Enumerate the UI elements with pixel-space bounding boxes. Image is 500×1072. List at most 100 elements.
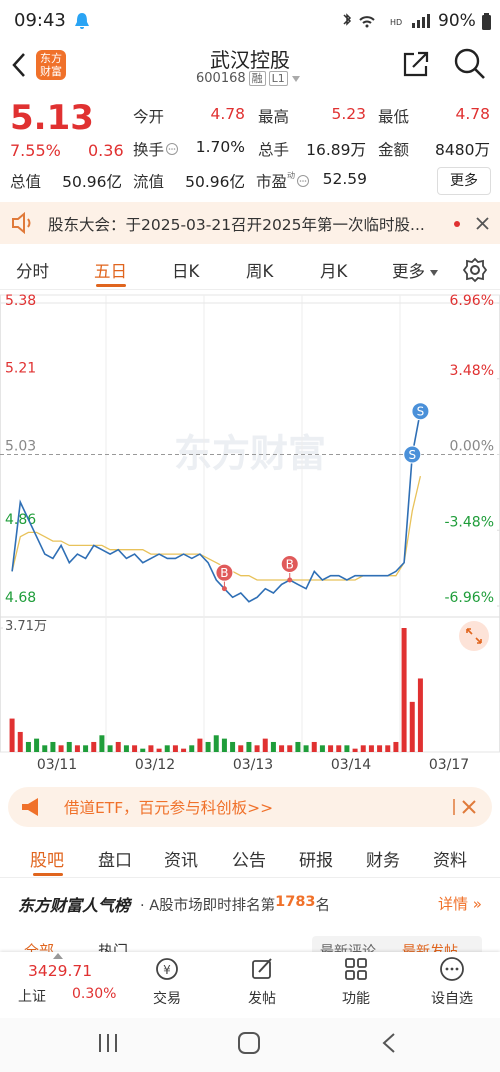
settings-button[interactable] (462, 257, 488, 283)
y2-tick-label: -6.96% (444, 590, 494, 606)
back-button[interactable] (8, 50, 30, 80)
x-tick-label: 03/11 (37, 757, 77, 773)
info-icon[interactable] (296, 174, 310, 188)
marker-label: S (417, 405, 425, 419)
chart-tab[interactable]: 分时 (16, 262, 49, 281)
info-tab[interactable]: 盘口 (98, 851, 132, 871)
volume-bar (83, 745, 89, 752)
volume-bar (164, 745, 170, 752)
volume-bar (328, 745, 334, 752)
system-nav-buttons[interactable] (96, 1031, 406, 1055)
info-tab[interactable]: 财务 (366, 851, 400, 871)
chart-tab[interactable]: 月K (320, 262, 348, 281)
popularity-rank: 1783 (275, 894, 316, 910)
notice-text[interactable]: 股东大会：于2025-03-21召开2025年第一次临时股... (48, 216, 425, 234)
divider (0, 877, 500, 878)
chart-tab[interactable]: 日K (172, 262, 200, 281)
toolbar-icon[interactable] (342, 955, 370, 983)
index-name[interactable]: 上证 (18, 989, 46, 1005)
volume-bar (385, 745, 391, 752)
volume-bar (279, 745, 285, 752)
toolbar-label[interactable]: 功能 (342, 991, 370, 1007)
volume-bar (58, 745, 64, 752)
toolbar-label[interactable]: 交易 (153, 991, 181, 1007)
more-button[interactable]: 更多 (437, 167, 491, 195)
chart-tab[interactable]: 更多 (392, 262, 425, 281)
svg-text:¥: ¥ (163, 963, 171, 977)
stock-name: 武汉控股 (210, 48, 290, 72)
volume-bar (262, 738, 268, 752)
field-value: 4.78 (455, 105, 490, 123)
info-tab[interactable]: 公告 (232, 851, 266, 871)
volume-bar (115, 741, 121, 752)
battery-icon (482, 13, 491, 30)
info-tab[interactable]: 股吧 (30, 851, 64, 871)
volume-bar (344, 745, 350, 752)
field-label-text: 流值 (133, 173, 165, 191)
ad-banner[interactable] (8, 787, 492, 827)
volume-bar (66, 741, 72, 752)
badge-dropdown[interactable] (291, 75, 301, 83)
field-label: 今开 (133, 105, 164, 127)
popularity-link[interactable]: 详情 » (438, 895, 482, 913)
toolbar-label[interactable]: 设自选 (431, 991, 473, 1007)
field-label-text: 最低 (378, 108, 410, 126)
index-arrow (53, 953, 63, 959)
volume-bar (238, 745, 244, 752)
index-change[interactable]: 0.30% (72, 986, 117, 1002)
volume-bar (99, 735, 105, 752)
price-chart: 东方财富 5.38 5.21 5.03 4.86 4.68 6.96% 3.48% 0.00% -… (0, 293, 500, 773)
divider (0, 289, 500, 290)
speaker-icon (12, 212, 31, 234)
stock-badge: L1 (268, 71, 288, 86)
expand-arrows (466, 628, 482, 644)
volume-bar (42, 745, 48, 752)
field-value: 16.89万 (306, 141, 366, 159)
info-tab[interactable]: 研报 (299, 851, 333, 871)
field-value: 50.96亿 (185, 173, 245, 191)
volume-bar (172, 745, 178, 752)
ad-text[interactable]: 借道ETF，百元参与科创板>> (64, 799, 274, 817)
marker-dot (287, 577, 293, 583)
ad-close[interactable] (452, 797, 482, 817)
volume-tick-label: 3.71万 (5, 619, 47, 634)
toolbar-icon[interactable]: ¥ (153, 955, 181, 983)
active-tab-indicator (33, 873, 63, 876)
y-tick-label: 5.21 (5, 361, 36, 377)
trade-marker: S (411, 402, 430, 421)
toolbar-icon[interactable] (248, 955, 276, 983)
search-button[interactable] (452, 46, 488, 82)
stock-badge: 融 (248, 71, 266, 86)
chart-tab[interactable]: 周K (246, 262, 274, 281)
volume-bar (74, 745, 80, 752)
info-tab[interactable]: 资讯 (164, 851, 198, 871)
popularity-rank-row: · A股市场即时排名第 1783 名 (140, 894, 330, 915)
notice-bar[interactable] (0, 202, 500, 244)
toolbar-icon[interactable] (438, 955, 466, 983)
field-value: 4.78 (210, 105, 245, 123)
average-line (11, 475, 422, 581)
info-tab[interactable]: 资料 (433, 851, 467, 871)
volume-bar (352, 748, 358, 752)
notice-close[interactable] (448, 216, 493, 232)
info-icon[interactable] (165, 142, 179, 156)
volume-bar (156, 748, 162, 752)
marker-label: B (220, 566, 228, 580)
field-label-text: 金额 (378, 141, 410, 159)
toolbar-label[interactable]: 发帖 (248, 991, 276, 1007)
marker-label: S (408, 448, 416, 462)
share-button[interactable] (400, 48, 432, 80)
ad-icon (22, 798, 38, 816)
chart-tab[interactable]: 五日 (94, 262, 127, 281)
index-value[interactable]: 3429.71 (28, 962, 93, 980)
popularity-link-text[interactable]: 详情 (438, 895, 469, 913)
field-label-text: 总值 (10, 173, 42, 191)
popularity-suffix: 名 (315, 898, 331, 914)
volume-bar (336, 745, 342, 752)
volume-bar (303, 745, 309, 752)
status-icons: HD (343, 13, 430, 28)
expand-button[interactable] (459, 621, 489, 651)
volume-bar (25, 741, 31, 752)
field-label: 最低 (378, 105, 409, 127)
volume-bar (377, 745, 383, 752)
